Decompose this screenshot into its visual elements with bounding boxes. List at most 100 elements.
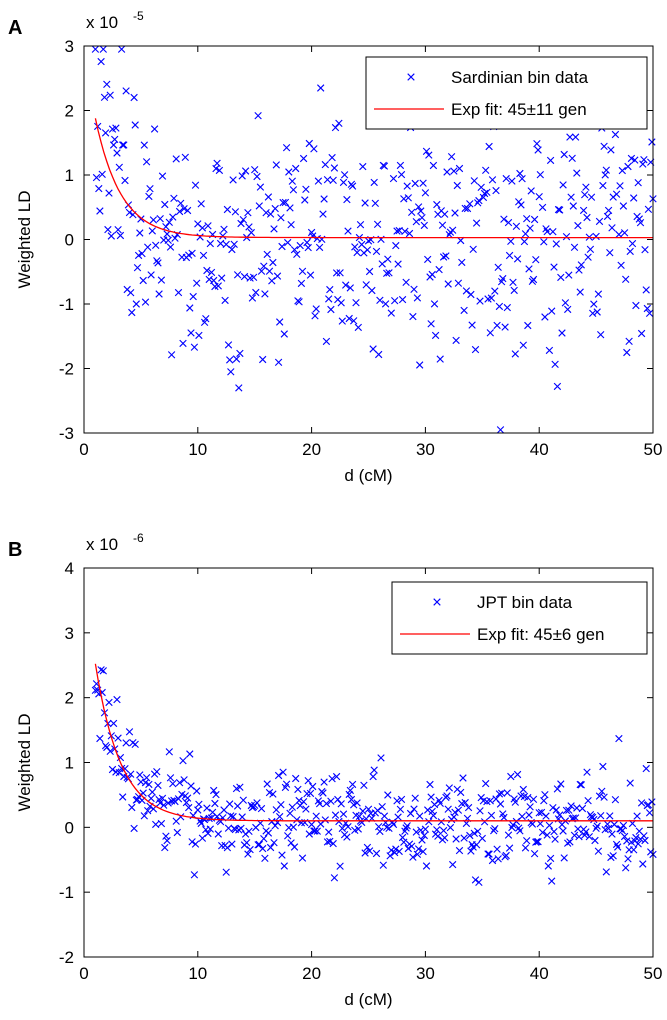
x-tick-label: 40: [530, 964, 549, 983]
data-point: [619, 821, 628, 830]
data-point: [532, 256, 540, 264]
data-point: [505, 251, 514, 260]
data-point: [631, 156, 639, 164]
data-point: [549, 228, 557, 236]
data-point: [298, 854, 307, 862]
data-point: [534, 146, 542, 154]
data-point: [503, 789, 511, 797]
data-point: [261, 854, 269, 862]
data-point: [334, 795, 342, 804]
data-point: [125, 728, 134, 736]
data-point: [150, 125, 159, 133]
data-point: [480, 189, 489, 198]
data-point: [212, 790, 220, 799]
data-point: [195, 800, 203, 808]
x-tick-label: 40: [530, 440, 549, 459]
data-point: [511, 350, 519, 358]
data-point: [134, 251, 143, 260]
data-point: [320, 778, 328, 786]
data-point: [140, 141, 148, 149]
data-point: [182, 798, 191, 807]
data-point: [525, 265, 533, 273]
data-point: [419, 847, 427, 856]
data-point: [611, 796, 620, 804]
data-point: [378, 260, 386, 268]
data-point: [158, 794, 167, 802]
data-point: [509, 278, 517, 286]
legend-label-data: Sardinian bin data: [451, 68, 589, 87]
data-point: [203, 804, 211, 812]
data-point: [204, 829, 212, 838]
data-point: [354, 825, 362, 833]
data-point: [467, 290, 475, 299]
y-tick-label: 0: [65, 231, 74, 250]
data-point: [116, 231, 125, 240]
data-point: [437, 818, 445, 826]
data-point: [276, 812, 284, 821]
data-point: [640, 832, 648, 840]
data-point: [299, 798, 308, 806]
data-point: [574, 825, 582, 833]
data-point: [244, 209, 252, 217]
y-tick-label: 4: [65, 559, 74, 578]
data-point: [523, 215, 531, 223]
data-point: [306, 789, 315, 798]
data-point: [190, 343, 199, 351]
data-point: [369, 772, 377, 781]
data-point: [541, 791, 549, 799]
data-point: [185, 803, 193, 812]
data-point: [644, 205, 653, 213]
x-tick-label: 30: [416, 440, 435, 459]
data-point: [552, 240, 560, 248]
data-point: [199, 251, 208, 260]
data-point: [145, 192, 153, 201]
data-point: [420, 831, 428, 840]
data-point: [207, 814, 216, 822]
data-point: [222, 868, 230, 876]
data-point: [332, 269, 341, 277]
data-point: [259, 355, 267, 364]
data-point: [187, 329, 195, 337]
data-point: [213, 159, 221, 167]
data-point: [298, 267, 307, 275]
data-point: [254, 112, 262, 120]
data-point: [542, 812, 550, 820]
data-point: [296, 241, 304, 250]
data-point: [268, 277, 276, 285]
data-point: [228, 245, 236, 254]
data-point: [171, 797, 179, 806]
legend-label-data: JPT bin data: [477, 593, 573, 612]
data-point: [484, 850, 492, 858]
data-point: [99, 667, 107, 675]
data-point: [294, 785, 302, 794]
data-point: [499, 274, 507, 283]
data-point: [624, 162, 632, 171]
data-point: [224, 341, 233, 349]
data-point: [597, 331, 605, 339]
data-point: [529, 275, 538, 284]
data-point: [378, 803, 386, 811]
data-point: [436, 799, 444, 807]
data-point: [188, 249, 196, 257]
data-point: [175, 779, 184, 787]
data-point: [470, 829, 478, 837]
data-point: [393, 227, 401, 235]
data-point: [385, 269, 393, 277]
data-point: [486, 797, 494, 805]
data-points: [91, 45, 657, 434]
data-point: [633, 812, 641, 820]
data-point: [237, 219, 245, 228]
data-point: [179, 339, 187, 348]
data-point: [286, 204, 294, 212]
data-point: [536, 820, 544, 828]
data-point: [614, 843, 622, 851]
data-point: [282, 780, 291, 788]
data-point: [348, 182, 357, 190]
data-point: [197, 200, 205, 208]
data-point: [173, 828, 181, 837]
data-point: [127, 289, 135, 297]
data-point: [122, 87, 130, 95]
data-point: [639, 860, 647, 868]
y-exponent: -6: [133, 531, 144, 545]
data-point: [347, 795, 356, 804]
